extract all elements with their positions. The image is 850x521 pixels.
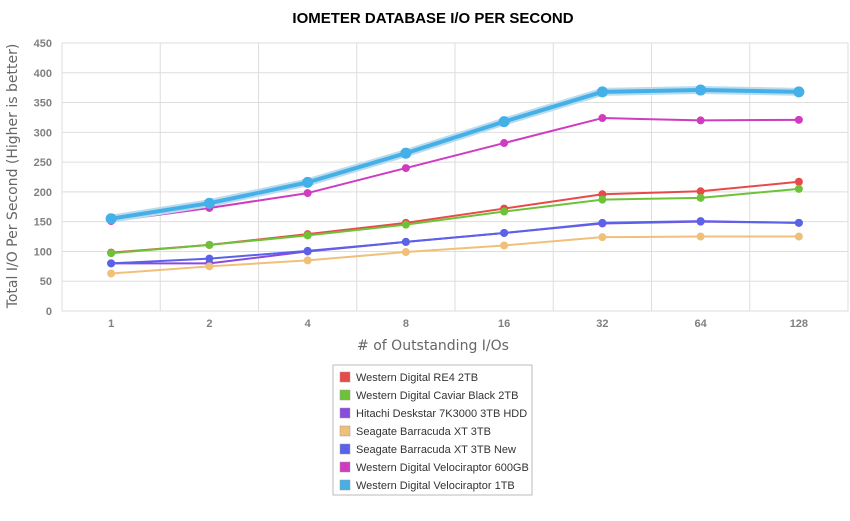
legend-swatch — [339, 425, 351, 437]
series-1 — [107, 184, 803, 258]
data-point[interactable] — [696, 193, 705, 202]
data-point[interactable] — [205, 262, 214, 271]
data-point[interactable] — [794, 218, 803, 227]
data-point[interactable] — [696, 232, 705, 241]
y-tick-label: 150 — [34, 217, 52, 229]
data-point[interactable] — [498, 116, 510, 128]
data-point[interactable] — [598, 218, 607, 227]
y-tick-label: 0 — [46, 306, 52, 318]
legend-item-label[interactable]: Seagate Barracuda XT 3TB New — [356, 444, 516, 456]
x-tick-label: 1 — [108, 318, 114, 330]
data-point[interactable] — [400, 147, 412, 159]
data-point[interactable] — [203, 197, 215, 209]
data-point[interactable] — [303, 189, 312, 198]
legend-swatch — [339, 461, 351, 473]
legend-item-label[interactable]: Western Digital Velociraptor 600GB — [356, 462, 529, 474]
data-point[interactable] — [401, 248, 410, 257]
data-point[interactable] — [107, 249, 116, 258]
data-point[interactable] — [500, 228, 509, 237]
data-point[interactable] — [107, 269, 116, 278]
x-axis-ticks: 1 2 4 8 16 32 64 128 — [108, 318, 808, 330]
data-point[interactable] — [500, 241, 509, 250]
data-point[interactable] — [105, 213, 117, 225]
data-point[interactable] — [500, 207, 509, 216]
series-lines — [105, 84, 805, 278]
y-tick-label: 100 — [34, 246, 52, 258]
data-point[interactable] — [695, 84, 707, 96]
y-tick-label: 50 — [40, 276, 52, 288]
data-point[interactable] — [794, 177, 803, 186]
legend-swatch — [339, 389, 351, 401]
series-3 — [107, 232, 803, 278]
legend-swatch — [339, 443, 351, 455]
chart-title: IOMETER DATABASE I/O PER SECOND — [292, 10, 573, 27]
legend-box — [332, 364, 533, 496]
legend-swatch — [339, 407, 351, 419]
data-point[interactable] — [793, 86, 805, 98]
data-point[interactable] — [696, 217, 705, 226]
y-tick-label: 300 — [34, 127, 52, 139]
legend-item-label[interactable]: Western Digital RE4 2TB — [356, 372, 478, 384]
x-tick-label: 128 — [790, 318, 808, 330]
series-4 — [107, 217, 803, 268]
y-tick-label: 250 — [34, 157, 52, 169]
data-point[interactable] — [596, 86, 608, 98]
series-line — [111, 187, 799, 255]
x-tick-label: 8 — [403, 318, 409, 330]
y-tick-label: 450 — [34, 38, 52, 50]
legend-swatch — [339, 479, 351, 491]
data-point[interactable] — [205, 240, 214, 249]
x-tick-label: 4 — [305, 318, 312, 330]
data-point[interactable] — [794, 184, 803, 193]
data-point[interactable] — [598, 114, 607, 123]
grid — [61, 42, 849, 312]
x-tick-label: 2 — [206, 318, 212, 330]
data-point[interactable] — [303, 256, 312, 265]
data-point[interactable] — [303, 231, 312, 240]
data-point[interactable] — [401, 237, 410, 246]
x-axis-label: # of Outstanding I/Os — [357, 338, 509, 354]
data-point[interactable] — [303, 246, 312, 255]
x-tick-label: 16 — [498, 318, 510, 330]
data-point[interactable] — [696, 187, 705, 196]
data-point[interactable] — [302, 176, 314, 188]
x-tick-label: 64 — [695, 318, 708, 330]
data-point[interactable] — [107, 259, 116, 268]
series-line — [111, 220, 799, 265]
data-point[interactable] — [598, 195, 607, 204]
legend-item-label[interactable]: Western Digital Caviar Black 2TB — [356, 390, 518, 402]
data-point[interactable] — [598, 233, 607, 242]
y-tick-label: 400 — [34, 68, 52, 80]
series-line — [110, 117, 799, 223]
data-point[interactable] — [794, 115, 803, 124]
data-point[interactable] — [500, 139, 509, 148]
legend-item-label[interactable]: Seagate Barracuda XT 3TB — [356, 426, 491, 438]
y-axis-label: Total I/O Per Second (Higher is better) — [5, 44, 21, 310]
series-6 — [105, 84, 805, 225]
x-tick-label: 32 — [596, 318, 608, 330]
legend-item-label[interactable]: Hitachi Deskstar 7K3000 3TB HDD — [356, 408, 527, 420]
data-point[interactable] — [401, 220, 410, 229]
legend-item-label[interactable]: Western Digital Velociraptor 1TB — [356, 480, 515, 492]
y-tick-label: 200 — [34, 187, 52, 199]
data-point[interactable] — [794, 232, 803, 241]
y-tick-label: 350 — [34, 98, 52, 110]
data-point[interactable] — [205, 254, 214, 263]
legend: Western Digital RE4 2TB Western Digital C… — [332, 364, 533, 496]
y-axis-ticks: 0 50 100 150 200 250 300 350 400 450 — [34, 38, 52, 318]
data-point[interactable] — [696, 116, 705, 125]
legend-swatch — [339, 371, 351, 383]
data-point[interactable] — [401, 164, 410, 173]
series-line — [110, 88, 799, 221]
series-line — [111, 235, 799, 275]
